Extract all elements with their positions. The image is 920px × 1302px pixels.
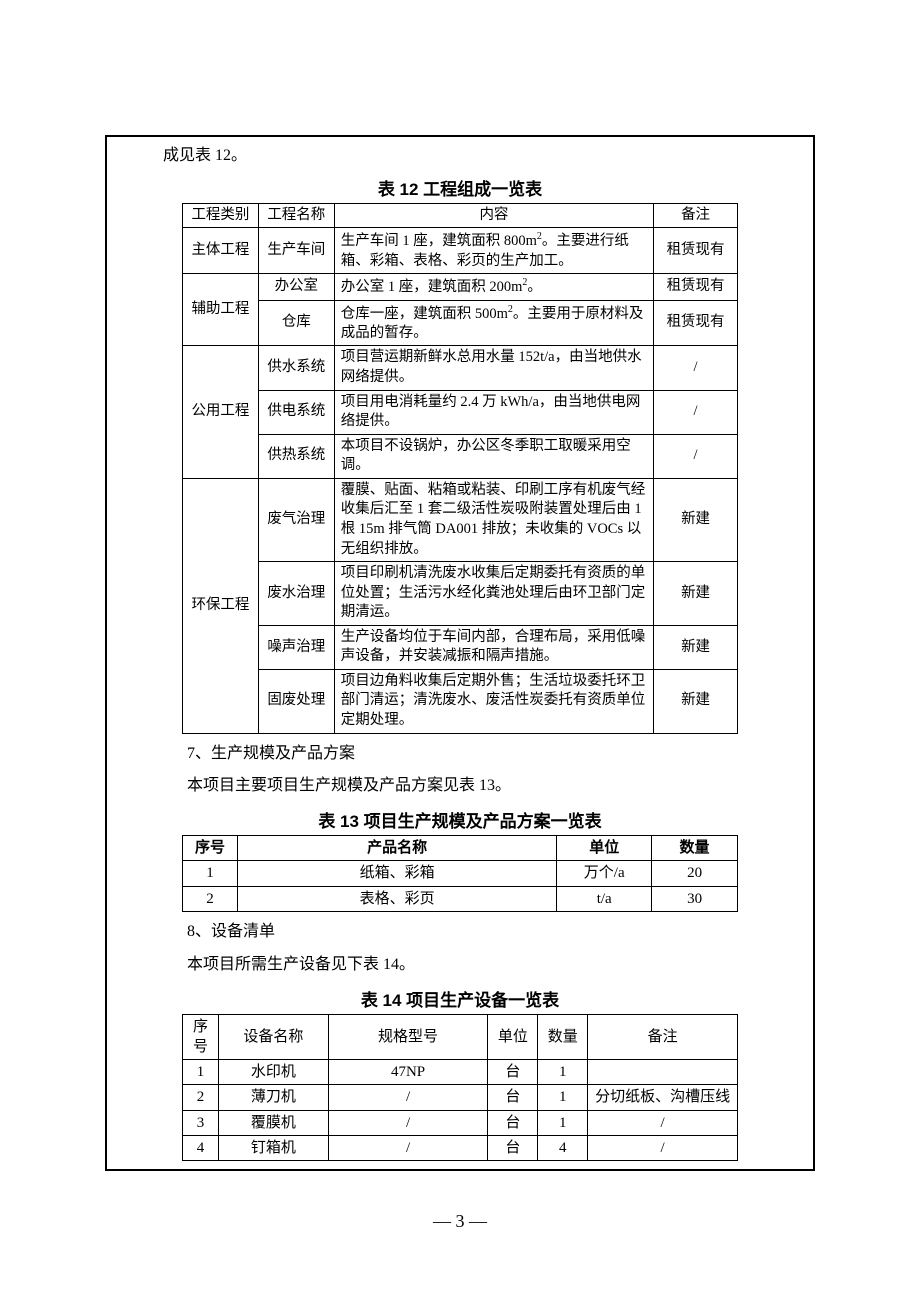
table14-cell: 2 (183, 1085, 219, 1110)
table12-category: 主体工程 (183, 228, 259, 274)
table14-header: 序号 (183, 1014, 219, 1060)
table14-title: 表 14 项目生产设备一览表 (155, 986, 765, 1011)
table12-category: 环保工程 (183, 478, 259, 733)
table14-cell: / (328, 1135, 488, 1160)
table12-name: 办公室 (258, 274, 334, 300)
table12-content: 本项目不设锅炉，办公区冬季职工取暖采用空调。 (334, 434, 653, 478)
section8-heading: 8、设备清单 (155, 918, 765, 947)
table12-note: 新建 (654, 478, 738, 561)
table14-cell: 水印机 (218, 1060, 328, 1085)
table14-cell: / (328, 1110, 488, 1135)
table14: 序号设备名称规格型号单位数量备注1水印机47NP台12薄刀机/台1分切纸板、沟槽… (182, 1014, 738, 1162)
table12-note: 租赁现有 (654, 274, 738, 300)
table12-category: 辅助工程 (183, 274, 259, 346)
table14-cell: 3 (183, 1110, 219, 1135)
table14-cell: 4 (183, 1135, 219, 1160)
section8-para: 本项目所需生产设备见下表 14。 (155, 951, 765, 980)
table14-cell: 钉箱机 (218, 1135, 328, 1160)
table12-note: 租赁现有 (654, 300, 738, 346)
table13-cell: 1 (183, 861, 238, 886)
table12-content: 办公室 1 座，建筑面积 200m2。 (334, 274, 653, 300)
page-number: — 3 — (0, 1211, 920, 1232)
table13-header: 单位 (557, 836, 652, 861)
section7-para: 本项目主要项目生产规模及产品方案见表 13。 (155, 772, 765, 801)
table12-title: 表 12 工程组成一览表 (155, 175, 765, 200)
table14-cell (588, 1060, 738, 1085)
table13-cell: 表格、彩页 (237, 886, 556, 911)
table12-content: 项目用电消耗量约 2.4 万 kWh/a，由当地供电网络提供。 (334, 390, 653, 434)
table12-header: 内容 (334, 203, 653, 228)
table12-content: 生产设备均位于车间内部，合理布局，采用低噪声设备，并安装减振和隔声措施。 (334, 625, 653, 669)
table12-content: 覆膜、贴面、粘箱或粘装、印刷工序有机废气经收集后汇至 1 套二级活性炭吸附装置处… (334, 478, 653, 561)
table13-cell: 20 (652, 861, 738, 886)
table14-cell: 1 (183, 1060, 219, 1085)
table12-header: 备注 (654, 203, 738, 228)
table14-cell: 台 (488, 1110, 538, 1135)
table14-header: 备注 (588, 1014, 738, 1060)
table12-content: 项目营运期新鲜水总用水量 152t/a，由当地供水网络提供。 (334, 346, 653, 390)
table12-content: 项目印刷机清洗废水收集后定期委托有资质的单位处置；生活污水经化粪池处理后由环卫部… (334, 562, 653, 626)
table14-cell: 分切纸板、沟槽压线 (588, 1085, 738, 1110)
table12-name: 供电系统 (258, 390, 334, 434)
table12: 工程类别工程名称内容备注主体工程生产车间生产车间 1 座，建筑面积 800m2。… (182, 203, 738, 734)
table14-cell: 薄刀机 (218, 1085, 328, 1110)
table12-header: 工程名称 (258, 203, 334, 228)
table13: 序号产品名称单位数量 1纸箱、彩箱万个/a20 2表格、彩页t/a30 (182, 835, 738, 912)
table12-name: 生产车间 (258, 228, 334, 274)
table13-cell: 万个/a (557, 861, 652, 886)
page-content: 成见表 12。 表 12 工程组成一览表 工程类别工程名称内容备注主体工程生产车… (107, 137, 813, 1169)
table14-header: 规格型号 (328, 1014, 488, 1060)
table14-header: 数量 (538, 1014, 588, 1060)
table13-cell: t/a (557, 886, 652, 911)
table12-name: 噪声治理 (258, 625, 334, 669)
table12-name: 仓库 (258, 300, 334, 346)
table14-cell: 4 (538, 1135, 588, 1160)
table14-cell: 1 (538, 1110, 588, 1135)
page-frame: 成见表 12。 表 12 工程组成一览表 工程类别工程名称内容备注主体工程生产车… (105, 135, 815, 1171)
table13-header: 序号 (183, 836, 238, 861)
table12-name: 固废处理 (258, 669, 334, 733)
table12-content: 仓库一座，建筑面积 500m2。主要用于原材料及成品的暂存。 (334, 300, 653, 346)
table12-note: 租赁现有 (654, 228, 738, 274)
table14-cell: 台 (488, 1135, 538, 1160)
table14-cell: 1 (538, 1085, 588, 1110)
table14-header: 设备名称 (218, 1014, 328, 1060)
table14-cell: 台 (488, 1085, 538, 1110)
table12-name: 废气治理 (258, 478, 334, 561)
table14-cell: 1 (538, 1060, 588, 1085)
table13-title: 表 13 项目生产规模及产品方案一览表 (155, 807, 765, 832)
table14-cell: 覆膜机 (218, 1110, 328, 1135)
table12-note: 新建 (654, 562, 738, 626)
table14-cell: / (328, 1085, 488, 1110)
table12-name: 废水治理 (258, 562, 334, 626)
section7-heading: 7、生产规模及产品方案 (155, 740, 765, 769)
intro-text: 成见表 12。 (155, 137, 765, 169)
table12-content: 项目边角料收集后定期外售；生活垃圾委托环卫部门清运；清洗废水、废活性炭委托有资质… (334, 669, 653, 733)
table12-note: / (654, 390, 738, 434)
table13-cell: 2 (183, 886, 238, 911)
table13-header: 数量 (652, 836, 738, 861)
table13-cell: 30 (652, 886, 738, 911)
table14-header: 单位 (488, 1014, 538, 1060)
table12-note: 新建 (654, 669, 738, 733)
table12-note: 新建 (654, 625, 738, 669)
table14-cell: / (588, 1110, 738, 1135)
table12-name: 供热系统 (258, 434, 334, 478)
table12-category: 公用工程 (183, 346, 259, 478)
table12-header: 工程类别 (183, 203, 259, 228)
table14-cell: / (588, 1135, 738, 1160)
table12-content: 生产车间 1 座，建筑面积 800m2。主要进行纸箱、彩箱、表格、彩页的生产加工… (334, 228, 653, 274)
table12-note: / (654, 434, 738, 478)
table14-cell: 台 (488, 1060, 538, 1085)
table13-header: 产品名称 (237, 836, 556, 861)
table12-name: 供水系统 (258, 346, 334, 390)
table12-note: / (654, 346, 738, 390)
table13-cell: 纸箱、彩箱 (237, 861, 556, 886)
table14-cell: 47NP (328, 1060, 488, 1085)
